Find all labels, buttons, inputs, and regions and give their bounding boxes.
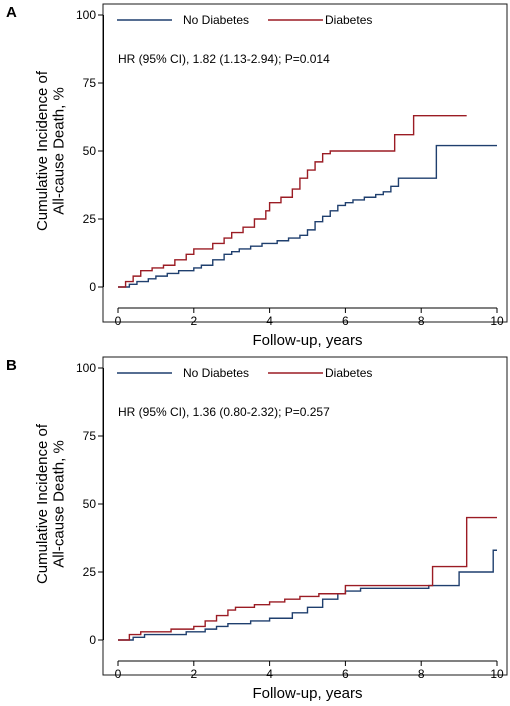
y-tick-label: 25 bbox=[83, 212, 97, 226]
series-line-no-diabetes bbox=[118, 144, 497, 288]
y-tick-label: 25 bbox=[83, 565, 97, 579]
panel-b: B 0 25 50 75 100 0 2 4 6 8 10 Follow-up, years Cumula… bbox=[0, 353, 510, 706]
x-tick-label: 0 bbox=[115, 667, 122, 681]
series-line-no-diabetes bbox=[118, 549, 497, 641]
panel-a: A 0 25 50 75 100 0 2 4 6 8 10 Follow-up, years Cumula… bbox=[6, 3, 508, 349]
x-tick-label: 4 bbox=[266, 314, 273, 328]
y-tick-label: 75 bbox=[83, 76, 97, 90]
x-tick-label: 6 bbox=[342, 667, 349, 681]
y-tick-label: 75 bbox=[83, 429, 97, 443]
legend-label: Diabetes bbox=[325, 366, 372, 380]
legend-label: No Diabetes bbox=[183, 366, 249, 380]
y-axis-title-line: All-cause Death, % bbox=[51, 440, 68, 568]
x-tick-label: 8 bbox=[418, 314, 425, 328]
panel-letter: A bbox=[6, 4, 17, 21]
y-axis-title-line: Cumulative Incidence of bbox=[34, 423, 51, 584]
km-chart-b: B 0 25 50 75 100 0 2 4 6 8 10 Follow-up, years Cumula… bbox=[6, 356, 508, 702]
y-tick-label: 50 bbox=[83, 497, 97, 511]
panel-letter: B bbox=[6, 357, 17, 374]
x-tick-label: 6 bbox=[342, 314, 349, 328]
y-tick-label: 100 bbox=[76, 361, 96, 375]
series-line-diabetes bbox=[118, 114, 467, 288]
legend-label: Diabetes bbox=[325, 13, 372, 27]
y-axis-title-line: Cumulative Incidence of bbox=[34, 70, 51, 231]
y-tick-label: 100 bbox=[76, 8, 96, 22]
y-tick-label: 50 bbox=[83, 144, 97, 158]
y-axis-title: Cumulative Incidence ofAll-cause Death, … bbox=[34, 70, 68, 231]
x-tick-label: 4 bbox=[266, 667, 273, 681]
y-axis-title: Cumulative Incidence ofAll-cause Death, … bbox=[34, 423, 68, 584]
x-tick-label: 10 bbox=[490, 667, 504, 681]
x-tick-label: 10 bbox=[490, 314, 504, 328]
x-tick-label: 2 bbox=[190, 314, 197, 328]
km-chart-a: A 0 25 50 75 100 0 2 4 6 8 10 Follow-up, years Cumula… bbox=[6, 3, 508, 349]
x-axis-title: Follow-up, years bbox=[252, 332, 362, 349]
x-tick-label: 0 bbox=[115, 314, 122, 328]
series-line-diabetes bbox=[118, 516, 497, 641]
y-tick-label: 0 bbox=[89, 633, 96, 647]
y-tick-label: 0 bbox=[89, 280, 96, 294]
x-axis-title: Follow-up, years bbox=[252, 685, 362, 702]
hazard-ratio-annotation: HR (95% CI), 1.36 (0.80-2.32); P=0.257 bbox=[118, 405, 330, 419]
legend-label: No Diabetes bbox=[183, 13, 249, 27]
hazard-ratio-annotation: HR (95% CI), 1.82 (1.13-2.94); P=0.014 bbox=[118, 52, 330, 66]
x-tick-label: 8 bbox=[418, 667, 425, 681]
x-tick-label: 2 bbox=[190, 667, 197, 681]
y-axis-title-line: All-cause Death, % bbox=[51, 87, 68, 215]
plot-area bbox=[102, 3, 508, 323]
